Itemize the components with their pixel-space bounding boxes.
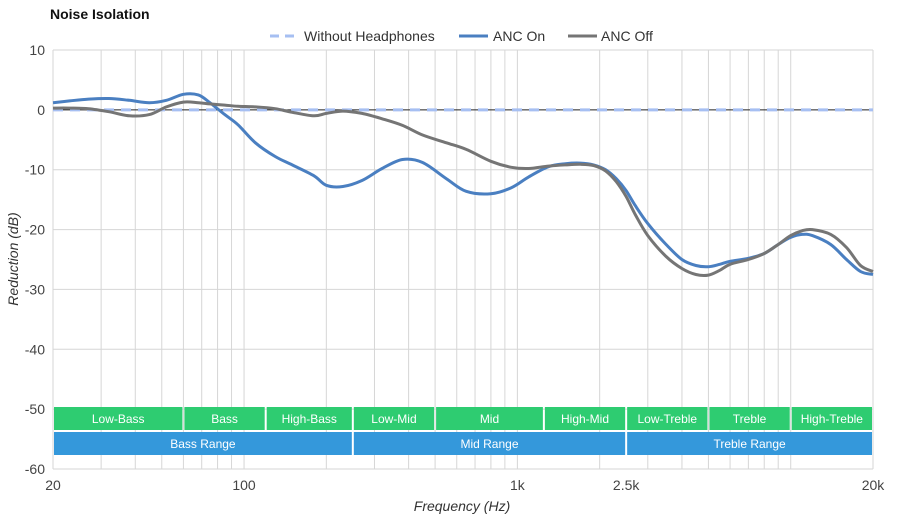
chart-title: Noise Isolation xyxy=(50,6,150,22)
range-band-label: Low-Mid xyxy=(371,412,416,426)
legend-label-anc-off: ANC Off xyxy=(601,28,653,44)
y-tick-label: -40 xyxy=(25,341,45,357)
range-band-label: Mid xyxy=(480,412,499,426)
range-band-label: High-Bass xyxy=(282,412,337,426)
series-anc-off xyxy=(52,100,874,278)
range-band xyxy=(54,407,183,430)
range-group-label: Mid Range xyxy=(460,437,518,451)
range-group-label: Treble Range xyxy=(713,437,786,451)
range-band-label: Low-Bass xyxy=(92,412,145,426)
legend-label-anc-on: ANC On xyxy=(493,28,545,44)
range-band xyxy=(266,407,352,430)
range-band xyxy=(627,407,708,430)
legend-item-anc-off[interactable]: ANC Off xyxy=(568,28,653,44)
range-band xyxy=(544,407,626,430)
y-tick-label: 10 xyxy=(29,42,45,58)
range-band xyxy=(791,407,872,430)
range-band-label: Low-Treble xyxy=(638,412,698,426)
range-band xyxy=(709,407,790,430)
range-band xyxy=(436,407,543,430)
y-tick-label: -10 xyxy=(25,162,45,178)
range-band-label: Bass xyxy=(211,412,238,426)
range-band xyxy=(184,407,265,430)
x-axis-ticks: 20 100 1k 2.5k 20k xyxy=(45,477,885,493)
legend-item-without-headphones[interactable]: Without Headphones xyxy=(270,28,435,44)
x-axis-label: Frequency (Hz) xyxy=(414,498,510,514)
legend: Without Headphones ANC On ANC Off xyxy=(270,28,653,44)
y-tick-label: -60 xyxy=(25,461,45,477)
range-band-label: Treble xyxy=(733,412,767,426)
x-tick-label: 100 xyxy=(232,477,256,493)
series-anc-on xyxy=(52,92,874,276)
x-tick-label: 20k xyxy=(862,477,886,493)
plot-series xyxy=(52,92,874,278)
y-tick-label: 0 xyxy=(37,102,45,118)
range-group-label: Bass Range xyxy=(170,437,236,451)
legend-item-anc-on[interactable]: ANC On xyxy=(459,28,545,44)
range-group xyxy=(627,432,872,455)
y-tick-label: -50 xyxy=(25,401,45,417)
legend-label-without-headphones: Without Headphones xyxy=(304,28,435,44)
x-tick-label: 20 xyxy=(45,477,61,493)
y-axis-label: Reduction (dB) xyxy=(5,212,21,305)
range-band-label: High-Treble xyxy=(801,412,864,426)
y-axis-ticks: 10 0 -10 -20 -30 -40 -50 -60 xyxy=(25,42,45,477)
range-band-label: High-Mid xyxy=(561,412,609,426)
y-tick-label: -20 xyxy=(25,222,45,238)
frequency-range-bands: Low-Bass Bass High-Bass Low-Mid Mid High-Mid L… xyxy=(54,407,872,455)
range-band xyxy=(353,407,435,430)
x-tick-label: 2.5k xyxy=(613,477,640,493)
range-group xyxy=(353,432,626,455)
range-group xyxy=(54,432,352,455)
y-tick-label: -30 xyxy=(25,281,45,297)
x-tick-label: 1k xyxy=(510,477,526,493)
